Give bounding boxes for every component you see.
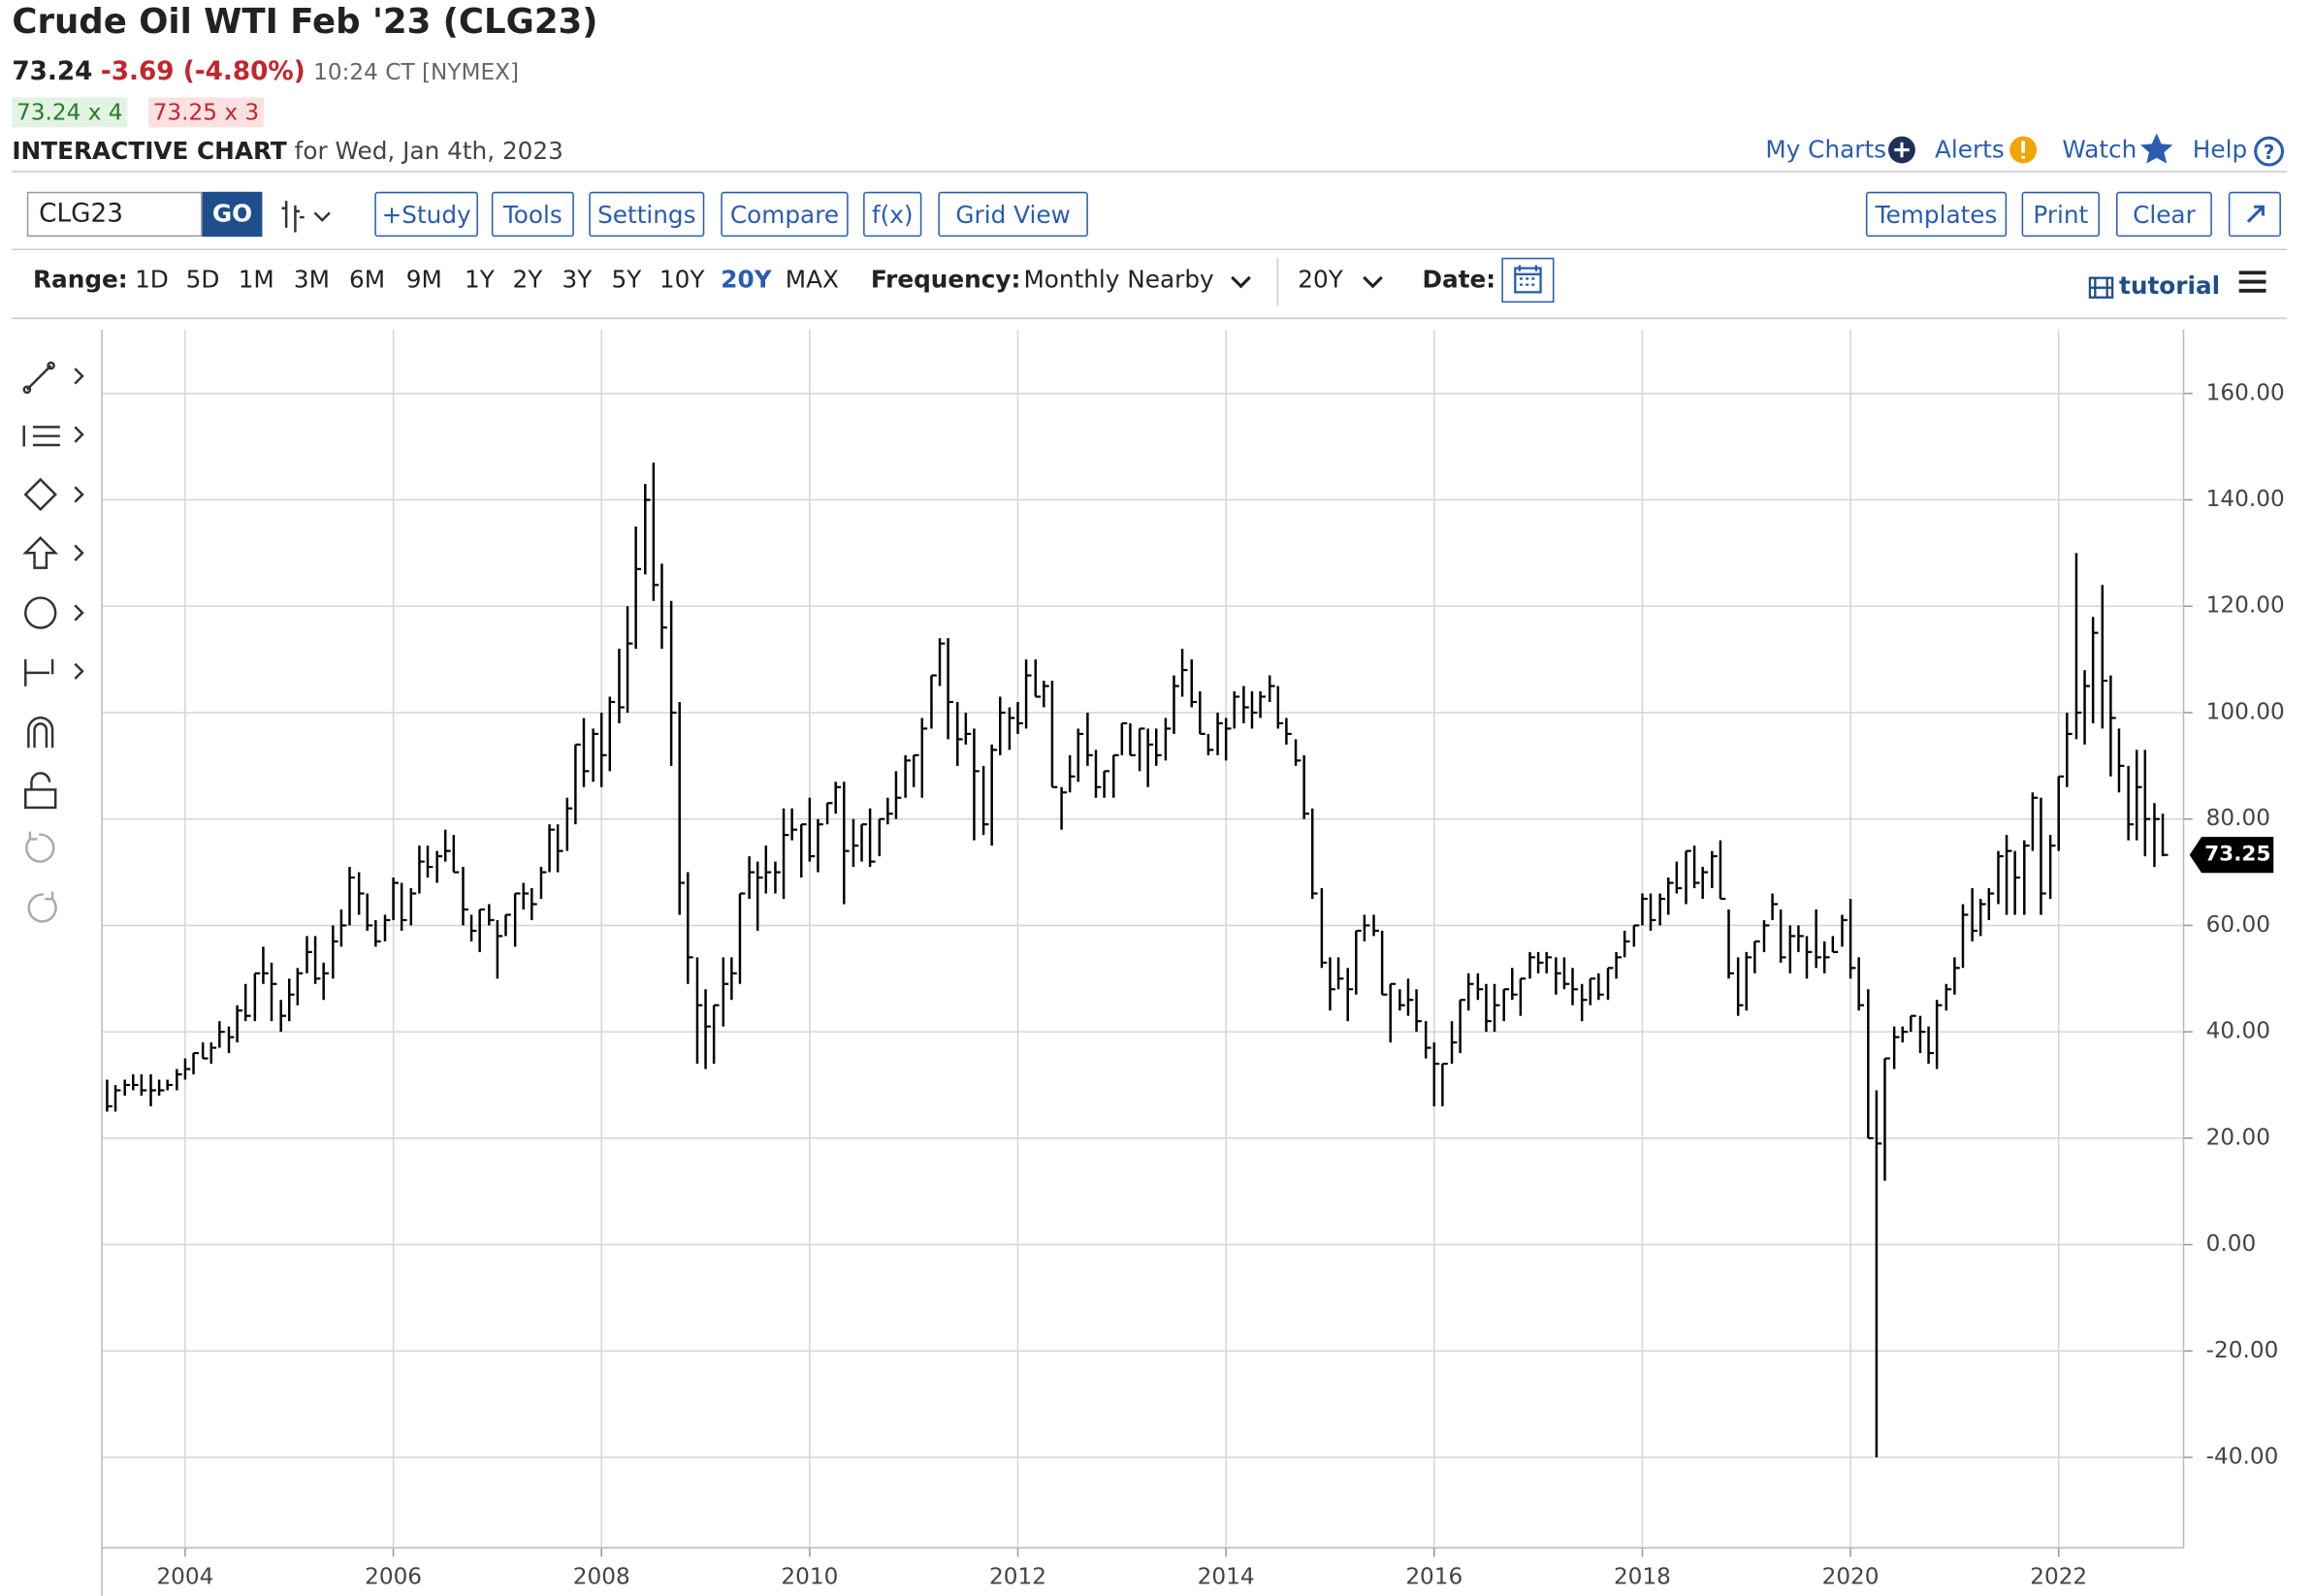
chart-label: INTERACTIVE CHART — [12, 136, 287, 165]
range-option[interactable]: 6M — [349, 265, 386, 294]
expand-button[interactable] — [2228, 191, 2281, 238]
range-option[interactable]: 3M — [293, 265, 330, 294]
tutorial-link[interactable]: tutorial — [2119, 271, 2221, 301]
svg-text:?: ? — [2264, 141, 2275, 164]
x-tick-label: 2006 — [365, 1564, 422, 1590]
nav-link[interactable]: Help — [2192, 135, 2248, 164]
price-change: -3.69 (-4.80%) — [100, 56, 305, 87]
bid: 73.24 x 4 — [12, 97, 128, 128]
quote: 73.24 -3.69 (-4.80%) 10:24 CT [NYMEX] — [12, 57, 519, 87]
range-option[interactable]: 5Y — [611, 265, 642, 294]
plus-icon — [1888, 136, 1915, 164]
drawing-tools[interactable] — [22, 361, 84, 923]
star-icon — [2139, 133, 2173, 164]
x-tick-label: 2014 — [1198, 1564, 1255, 1590]
nav-link[interactable]: Watch — [2062, 135, 2137, 164]
x-tick-label: 2022 — [2030, 1564, 2087, 1590]
study-button[interactable]: +Study — [374, 191, 478, 238]
y-tick-label: 60.00 — [2206, 911, 2270, 938]
divider — [12, 317, 2288, 320]
chart-caption: INTERACTIVE CHART for Wed, Jan 4th, 2023 — [12, 137, 563, 165]
y-tick-label: 0.00 — [2206, 1230, 2257, 1257]
x-tick-label: 2012 — [989, 1564, 1046, 1590]
plot-frame — [101, 329, 2185, 1549]
print-button[interactable]: Print — [2021, 191, 2100, 238]
separator — [1276, 257, 1279, 306]
y-tick-label: 160.00 — [2206, 379, 2285, 405]
y-tick-label: 40.00 — [2206, 1018, 2270, 1044]
clear-button[interactable]: Clear — [2115, 191, 2212, 238]
range-option[interactable]: 3Y — [562, 265, 593, 294]
tools-button[interactable]: Tools — [491, 191, 574, 238]
range-option[interactable]: 10Y — [659, 265, 705, 294]
range-option-selected[interactable]: 20Y — [721, 265, 772, 294]
frequency-select[interactable]: Monthly Nearby — [1023, 265, 1214, 294]
alert-icon — [2009, 136, 2038, 164]
price-marker-text: 73.25 — [2204, 843, 2270, 867]
range-option[interactable]: 1Y — [465, 265, 495, 294]
chart-date: for Wed, Jan 4th, 2023 — [294, 136, 563, 165]
frequency-label: Frequency: — [870, 265, 1021, 294]
bar-type-icon[interactable] — [278, 196, 338, 235]
divider — [12, 248, 2288, 251]
range-option[interactable]: 1D — [135, 265, 169, 294]
settings-button[interactable]: Settings — [589, 191, 705, 238]
quote-time: 10:24 CT [NYMEX] — [313, 58, 520, 86]
nav-link[interactable]: Alerts — [1934, 135, 2005, 164]
chevron — [1363, 275, 1383, 289]
go-button[interactable]: GO — [202, 191, 263, 238]
y-tick-label: 100.00 — [2206, 698, 2285, 724]
range-option[interactable]: 1M — [238, 265, 274, 294]
menu-icon[interactable] — [2237, 269, 2267, 296]
last-price: 73.24 — [12, 56, 93, 87]
range-option[interactable]: MAX — [785, 265, 839, 294]
y-tick-label: -20.00 — [2206, 1337, 2279, 1363]
nav-link[interactable]: My Charts — [1765, 135, 1887, 164]
date-label: Date: — [1422, 265, 1496, 294]
range-option[interactable]: 5D — [185, 265, 220, 294]
y-tick-label: 120.00 — [2206, 592, 2285, 619]
tutorial-icon — [2088, 276, 2114, 299]
x-tick-label: 2018 — [1614, 1564, 1671, 1590]
y-tick-label: 80.00 — [2206, 805, 2270, 831]
price-marker — [2189, 837, 2274, 874]
divider — [12, 171, 2288, 173]
chevron — [1231, 275, 1251, 289]
x-tick-label: 2016 — [1405, 1564, 1462, 1590]
x-tick-label: 2020 — [1822, 1564, 1880, 1590]
fx-button[interactable]: f(x) — [863, 191, 922, 238]
help-icon: ? — [2254, 136, 2285, 167]
y-tick-label: -40.00 — [2206, 1444, 2279, 1470]
y-tick-label: 140.00 — [2206, 486, 2285, 512]
symbol-input[interactable]: CLG23 — [26, 191, 203, 238]
date-button[interactable] — [1501, 257, 1555, 303]
range-option[interactable]: 9M — [405, 265, 442, 294]
grid-view-button[interactable]: Grid View — [938, 191, 1088, 238]
range-label: Range: — [32, 265, 128, 294]
range-option[interactable]: 2Y — [512, 265, 543, 294]
ask: 73.25 x 3 — [147, 97, 264, 128]
x-tick-label: 2004 — [156, 1564, 213, 1590]
y-tick-label: 20.00 — [2206, 1124, 2270, 1150]
title: Crude Oil WTI Feb '23 (CLG23) — [12, 3, 598, 43]
templates-button[interactable]: Templates — [1865, 191, 2008, 238]
x-tick-label: 2010 — [781, 1564, 838, 1590]
period-select[interactable]: 20Y — [1298, 265, 1343, 294]
compare-button[interactable]: Compare — [721, 191, 849, 238]
x-tick-label: 2008 — [573, 1564, 630, 1590]
